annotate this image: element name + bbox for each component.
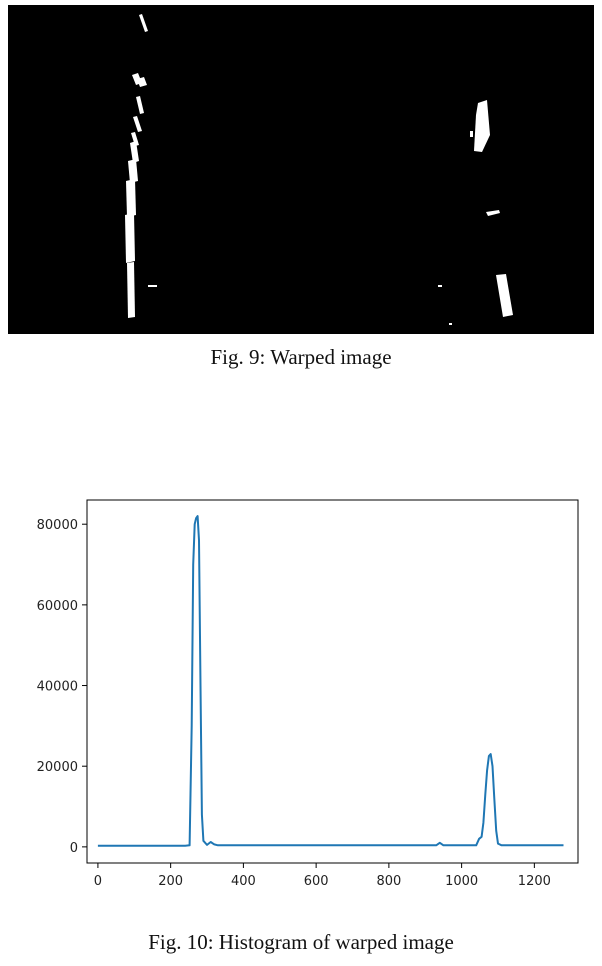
warped-lane-mask xyxy=(8,5,594,334)
y-tick-label-1: 20000 xyxy=(37,760,78,775)
figure-10-caption: Fig. 10: Histogram of warped image xyxy=(148,930,454,954)
histogram-chart: 0 200 400 600 800 1000 1200 0 20000 40000 60000 800… xyxy=(37,499,579,889)
x-tick-label-1: 200 xyxy=(158,874,183,889)
y-tick-label-2: 40000 xyxy=(37,680,78,695)
x-tick-label-5: 1000 xyxy=(445,874,478,889)
x-tick-label-3: 600 xyxy=(304,874,329,889)
x-tick-label-2: 400 xyxy=(231,874,256,889)
plot-frame xyxy=(86,499,579,864)
series-line-0 xyxy=(97,515,564,847)
figure-9-caption: Fig. 9: Warped image xyxy=(210,345,392,369)
y-tick-label-0: 0 xyxy=(70,841,78,856)
x-tick-label-0: 0 xyxy=(94,874,102,889)
x-tick-label-6: 1200 xyxy=(518,874,551,889)
y-tick-label-4: 80000 xyxy=(37,518,78,533)
warped-image xyxy=(8,5,594,334)
x-tick-label-4: 800 xyxy=(376,874,401,889)
y-tick-label-3: 60000 xyxy=(37,599,78,614)
